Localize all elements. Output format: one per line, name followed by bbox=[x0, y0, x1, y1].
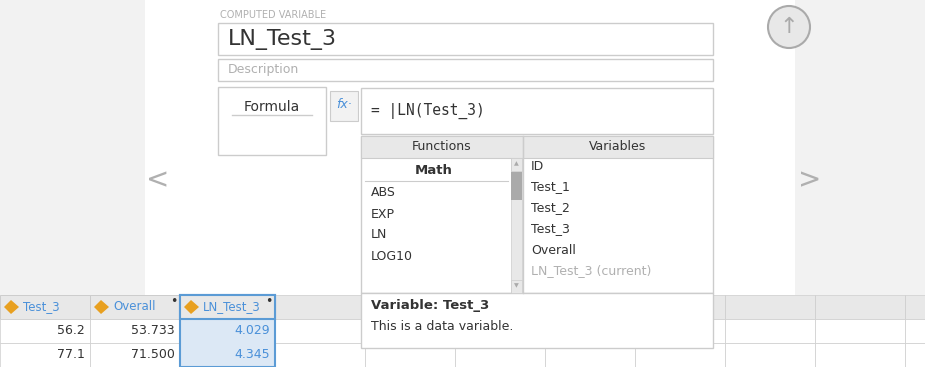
Bar bbox=[815, 343, 905, 367]
Bar bbox=[218, 87, 326, 155]
Bar bbox=[725, 343, 815, 367]
Bar bbox=[511, 172, 522, 200]
Bar bbox=[455, 295, 545, 319]
Bar bbox=[455, 343, 545, 367]
Bar bbox=[180, 343, 275, 367]
Circle shape bbox=[768, 6, 810, 48]
Bar bbox=[361, 88, 713, 134]
Bar bbox=[0, 295, 90, 319]
Text: Math: Math bbox=[415, 164, 453, 178]
Bar bbox=[275, 343, 365, 367]
Bar bbox=[365, 295, 455, 319]
Bar bbox=[905, 319, 925, 343]
Text: 77.1: 77.1 bbox=[57, 349, 85, 361]
Text: LOG10: LOG10 bbox=[371, 250, 413, 262]
Bar bbox=[218, 59, 713, 81]
Text: EXP: EXP bbox=[371, 207, 395, 221]
Bar bbox=[635, 295, 725, 319]
Text: Functions: Functions bbox=[413, 141, 472, 153]
Bar bbox=[275, 295, 365, 319]
Bar bbox=[361, 136, 523, 158]
Bar bbox=[725, 295, 815, 319]
Text: •: • bbox=[265, 294, 273, 308]
Text: •: • bbox=[170, 294, 178, 308]
Polygon shape bbox=[94, 300, 109, 314]
Text: <: < bbox=[146, 166, 169, 194]
Bar bbox=[905, 295, 925, 319]
Text: LN: LN bbox=[371, 229, 388, 241]
Bar bbox=[725, 319, 815, 343]
Bar bbox=[815, 295, 905, 319]
Text: ABS: ABS bbox=[371, 186, 396, 200]
Bar bbox=[90, 319, 180, 343]
Text: ↑: ↑ bbox=[780, 17, 798, 37]
Bar bbox=[365, 319, 455, 343]
Text: Variable: Test_3: Variable: Test_3 bbox=[371, 299, 489, 312]
Bar bbox=[365, 343, 455, 367]
Bar bbox=[511, 280, 522, 293]
Bar bbox=[180, 319, 275, 343]
Bar bbox=[275, 319, 365, 343]
Text: = |LN(Test_3): = |LN(Test_3) bbox=[371, 103, 485, 119]
Text: Formula: Formula bbox=[244, 100, 300, 114]
Bar bbox=[815, 319, 905, 343]
Bar bbox=[90, 343, 180, 367]
Bar bbox=[455, 319, 545, 343]
Bar bbox=[0, 319, 90, 343]
Text: Test_3: Test_3 bbox=[531, 222, 570, 236]
Bar bbox=[523, 136, 713, 158]
Bar bbox=[545, 343, 635, 367]
Bar bbox=[0, 295, 925, 367]
Text: Test_2: Test_2 bbox=[531, 201, 570, 214]
Text: 53.733: 53.733 bbox=[131, 324, 175, 338]
Text: LN_Test_3 (current): LN_Test_3 (current) bbox=[531, 265, 651, 277]
Text: ▲: ▲ bbox=[514, 161, 519, 167]
Text: ▼: ▼ bbox=[514, 283, 519, 288]
Bar bbox=[361, 136, 713, 293]
Text: >: > bbox=[798, 166, 821, 194]
Text: Test_3: Test_3 bbox=[23, 301, 59, 313]
Text: 4.029: 4.029 bbox=[234, 324, 270, 338]
Text: Variables: Variables bbox=[589, 141, 647, 153]
Bar bbox=[511, 158, 522, 293]
Bar bbox=[0, 343, 90, 367]
Bar bbox=[635, 319, 725, 343]
Text: fx·: fx· bbox=[336, 98, 352, 112]
Text: LN_Test_3: LN_Test_3 bbox=[203, 301, 261, 313]
Bar bbox=[361, 293, 713, 348]
Bar bbox=[180, 295, 275, 367]
Bar bbox=[511, 158, 522, 171]
Text: COMPUTED VARIABLE: COMPUTED VARIABLE bbox=[220, 10, 327, 20]
Bar bbox=[180, 295, 275, 319]
Text: 56.2: 56.2 bbox=[57, 324, 85, 338]
Bar bbox=[635, 343, 725, 367]
Bar bbox=[905, 343, 925, 367]
Text: 71.500: 71.500 bbox=[131, 349, 175, 361]
Text: Overall: Overall bbox=[113, 301, 155, 313]
Bar bbox=[545, 295, 635, 319]
Text: Description: Description bbox=[228, 63, 300, 76]
Bar bbox=[218, 23, 713, 55]
Bar bbox=[330, 91, 358, 121]
Text: LN_Test_3: LN_Test_3 bbox=[228, 29, 337, 50]
Bar bbox=[145, 0, 795, 367]
Bar bbox=[545, 319, 635, 343]
Text: This is a data variable.: This is a data variable. bbox=[371, 320, 513, 333]
Text: ID: ID bbox=[531, 160, 544, 172]
Polygon shape bbox=[184, 300, 199, 314]
Polygon shape bbox=[4, 300, 19, 314]
Text: 4.345: 4.345 bbox=[234, 349, 270, 361]
Text: Test_1: Test_1 bbox=[531, 181, 570, 193]
Text: Overall: Overall bbox=[531, 243, 576, 257]
Bar bbox=[90, 295, 180, 319]
